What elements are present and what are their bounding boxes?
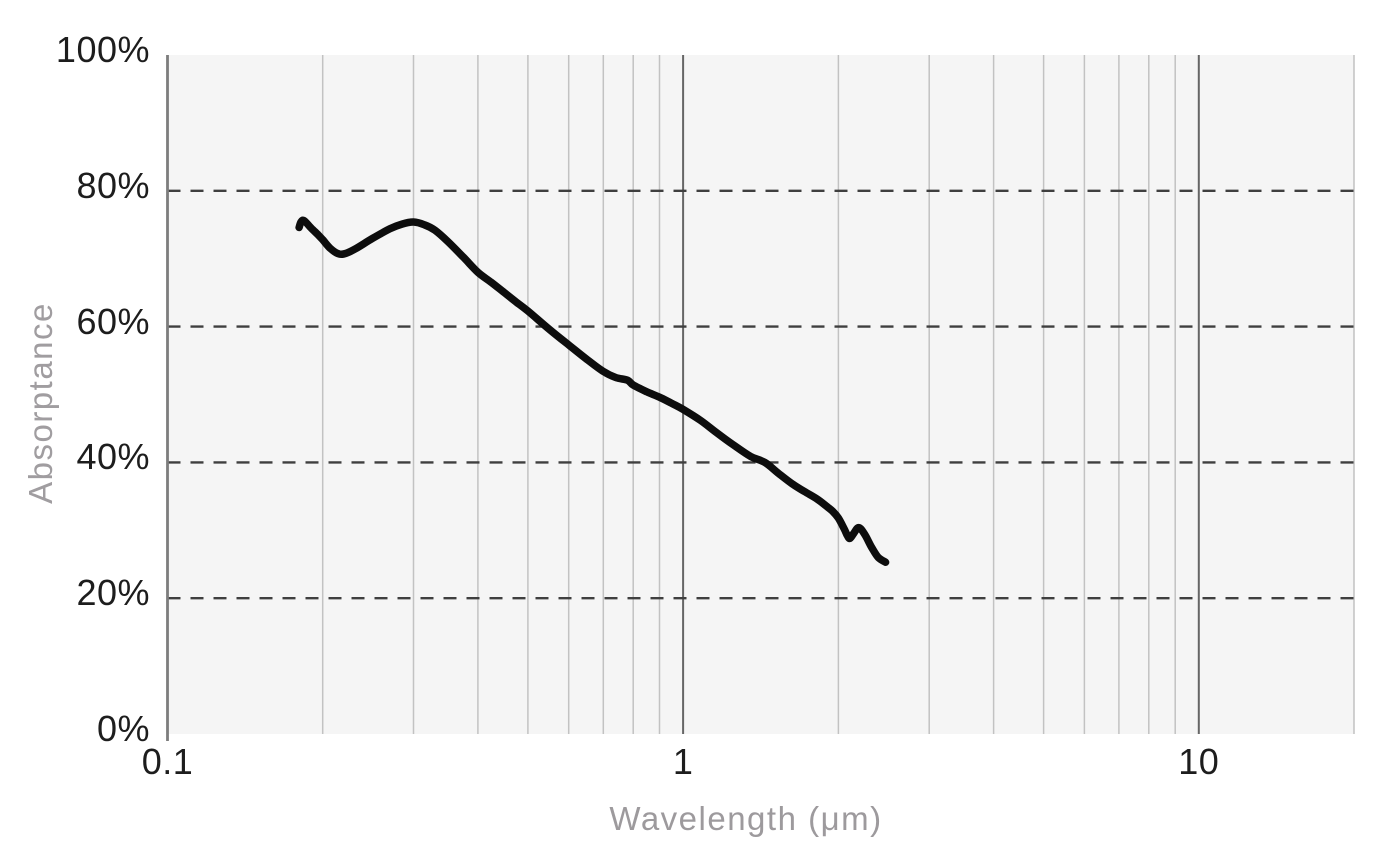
y-tick-label-0: 0% (96, 708, 150, 749)
y-tick-label-80: 80% (76, 164, 150, 206)
x-axis-title: Wavelength (μm) (609, 800, 883, 837)
y-axis-title: Absorptance (22, 302, 59, 504)
y-tick-label-60: 60% (76, 300, 150, 342)
y-tick-label-40: 40% (76, 436, 150, 478)
x-tick-label-1: 1 (672, 741, 694, 782)
plot-background (167, 55, 1354, 734)
x-tick-label-0p1: 0.1 (141, 741, 194, 782)
absorptance-curve (295, 216, 890, 566)
x-tick-label-10: 10 (1178, 741, 1220, 782)
y-tick-label-20: 20% (76, 572, 150, 614)
y-tick-label-100: 100% (55, 29, 150, 70)
